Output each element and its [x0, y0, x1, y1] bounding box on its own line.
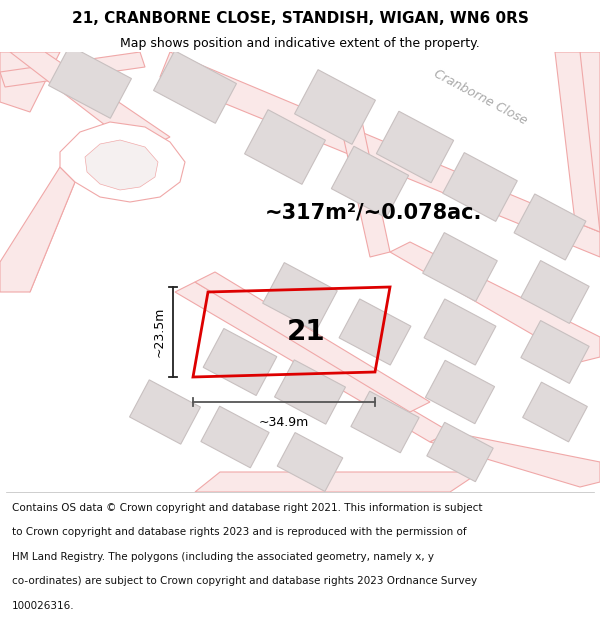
Polygon shape [49, 46, 131, 118]
Polygon shape [275, 360, 346, 424]
Polygon shape [443, 152, 517, 221]
Polygon shape [427, 422, 493, 482]
Polygon shape [376, 111, 454, 182]
Polygon shape [425, 361, 494, 424]
Polygon shape [423, 232, 497, 301]
Polygon shape [263, 262, 337, 331]
Text: ~23.5m: ~23.5m [152, 307, 166, 357]
Polygon shape [203, 329, 277, 396]
Text: 21: 21 [287, 318, 326, 346]
Text: to Crown copyright and database rights 2023 and is reproduced with the permissio: to Crown copyright and database rights 2… [12, 528, 467, 538]
Text: Map shows position and indicative extent of the property.: Map shows position and indicative extent… [120, 38, 480, 51]
Polygon shape [0, 52, 60, 112]
Text: ~317m²/~0.078ac.: ~317m²/~0.078ac. [265, 202, 482, 222]
Text: co-ordinates) are subject to Crown copyright and database rights 2023 Ordnance S: co-ordinates) are subject to Crown copyr… [12, 576, 477, 586]
Polygon shape [277, 432, 343, 491]
Polygon shape [514, 194, 586, 260]
Polygon shape [523, 382, 587, 442]
Text: HM Land Registry. The polygons (including the associated geometry, namely x, y: HM Land Registry. The polygons (includin… [12, 552, 434, 562]
Text: Cranborne Close: Cranborne Close [431, 67, 529, 127]
Polygon shape [424, 299, 496, 365]
Polygon shape [340, 112, 390, 257]
Polygon shape [85, 140, 158, 190]
Polygon shape [245, 109, 325, 184]
Text: ~34.9m: ~34.9m [259, 416, 309, 429]
Polygon shape [10, 52, 170, 152]
Polygon shape [521, 321, 589, 384]
Polygon shape [175, 282, 450, 442]
Polygon shape [60, 122, 185, 202]
Polygon shape [295, 69, 376, 144]
Polygon shape [160, 52, 600, 257]
Text: 21, CRANBORNE CLOSE, STANDISH, WIGAN, WN6 0RS: 21, CRANBORNE CLOSE, STANDISH, WIGAN, WN… [71, 11, 529, 26]
Polygon shape [430, 432, 600, 487]
Polygon shape [575, 52, 600, 232]
Polygon shape [555, 52, 600, 232]
Polygon shape [521, 261, 589, 324]
Polygon shape [130, 380, 200, 444]
Polygon shape [351, 391, 419, 452]
Polygon shape [195, 472, 480, 492]
Polygon shape [390, 242, 600, 362]
Polygon shape [154, 51, 236, 123]
Polygon shape [0, 167, 75, 292]
Polygon shape [201, 406, 269, 468]
Polygon shape [15, 167, 75, 292]
Polygon shape [0, 52, 145, 87]
Polygon shape [331, 146, 409, 217]
Polygon shape [195, 272, 430, 412]
Polygon shape [339, 299, 411, 365]
Text: Contains OS data © Crown copyright and database right 2021. This information is : Contains OS data © Crown copyright and d… [12, 503, 482, 512]
Text: 100026316.: 100026316. [12, 601, 74, 611]
